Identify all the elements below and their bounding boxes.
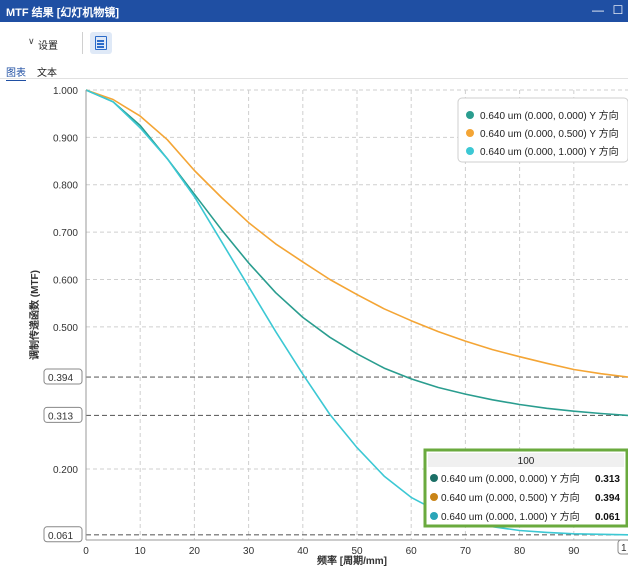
tab-chart[interactable]: 图表 bbox=[6, 64, 26, 81]
cursor-readout-value: 0.061 bbox=[595, 512, 620, 523]
series-line bbox=[85, 89, 628, 536]
legend-swatch bbox=[466, 129, 474, 137]
window-title: MTF 结果 [幻灯机物镜] bbox=[6, 7, 120, 19]
x-tick-label: 20 bbox=[189, 546, 201, 557]
title-bar: MTF 结果 [幻灯机物镜] — ☐ bbox=[0, 0, 628, 22]
minimize-icon[interactable]: — bbox=[592, 3, 604, 17]
toolbar-divider bbox=[82, 32, 83, 54]
x-tick-label: 30 bbox=[243, 546, 255, 557]
mtf-chart[interactable]: 0.394 0.313 0.061 0 10 20 30 40 50 60 70 80 90 1.00… bbox=[0, 80, 628, 577]
x-tick-label: 60 bbox=[406, 546, 418, 557]
cursor-readout-swatch bbox=[430, 474, 438, 482]
x-tick-label: 80 bbox=[514, 546, 526, 557]
y-tick-label: 1.000 bbox=[53, 86, 78, 97]
tab-divider bbox=[0, 78, 628, 79]
cursor-readout: 100 0.640 um (0.000, 0.000) Y 方向 0.313 0… bbox=[423, 448, 628, 528]
cursor-readout-label: 0.640 um (0.000, 1.000) Y 方向 bbox=[441, 510, 580, 523]
x-tick-label: 50 bbox=[351, 546, 363, 557]
chevron-down-icon: ∨ bbox=[28, 36, 35, 46]
x-tick-label: 90 bbox=[568, 546, 580, 557]
y-tick-labels: 1.000 0.900 0.800 0.700 0.600 0.500 0.200 bbox=[53, 86, 78, 476]
y-tick-label: 0.600 bbox=[53, 275, 78, 286]
document-list-icon[interactable] bbox=[90, 32, 112, 54]
legend-swatch bbox=[466, 147, 474, 155]
y-tick-label: 0.200 bbox=[53, 465, 78, 476]
cursor-readout-label: 0.640 um (0.000, 0.000) Y 方向 bbox=[441, 472, 580, 485]
view-tabs: 图表 文本 bbox=[0, 64, 628, 81]
settings-label: 设置 bbox=[38, 41, 58, 52]
series-lines bbox=[85, 89, 628, 536]
settings-button[interactable]: ∨ 设置 bbox=[28, 36, 58, 52]
cursor-readout-swatch bbox=[430, 512, 438, 520]
x-axis-label: 频率 [周期/mm] bbox=[317, 554, 387, 567]
x-cursor-label: 1 bbox=[621, 543, 627, 554]
value-marker-box bbox=[43, 526, 83, 543]
y-tick-label: 0.900 bbox=[53, 133, 78, 144]
cursor-readout-header bbox=[428, 453, 624, 467]
cursor-readout-swatch bbox=[430, 493, 438, 501]
y-tick-label: 0.800 bbox=[53, 181, 78, 192]
legend: 0.640 um (0.000, 0.000) Y 方向 0.640 um (0… bbox=[457, 97, 628, 163]
y-tick-label: 0.700 bbox=[53, 228, 78, 239]
y-axis-label: 调制传递函数 (MTF) bbox=[28, 270, 41, 360]
series-line bbox=[85, 89, 628, 378]
x-cursor-box bbox=[617, 539, 628, 555]
toolbar: ∨ 设置 bbox=[0, 24, 628, 62]
maximize-icon[interactable]: ☐ bbox=[612, 3, 624, 17]
value-marker-label: 0.313 bbox=[48, 411, 73, 422]
cursor-readout-value: 0.313 bbox=[595, 474, 620, 485]
legend-box bbox=[457, 97, 628, 163]
cursor-readout-label: 0.640 um (0.000, 0.500) Y 方向 bbox=[441, 491, 580, 504]
legend-entry: 0.640 um (0.000, 1.000) Y 方向 bbox=[480, 145, 619, 158]
cursor-readout-title: 100 bbox=[518, 456, 535, 467]
value-marker-box bbox=[43, 368, 83, 385]
x-tick-label: 10 bbox=[135, 546, 147, 557]
cursor-readout-value: 0.394 bbox=[595, 493, 620, 504]
x-tick-label: 70 bbox=[460, 546, 472, 557]
legend-swatch bbox=[466, 111, 474, 119]
tab-text[interactable]: 文本 bbox=[37, 68, 57, 79]
value-marker-box bbox=[43, 406, 83, 423]
x-tick-label: 0 bbox=[83, 546, 89, 557]
legend-entry: 0.640 um (0.000, 0.000) Y 方向 bbox=[480, 109, 619, 122]
x-tick-label: 40 bbox=[297, 546, 309, 557]
x-tick-labels: 0 10 20 30 40 50 60 70 80 90 bbox=[83, 546, 580, 557]
value-marker-label: 0.061 bbox=[48, 531, 73, 542]
legend-entry: 0.640 um (0.000, 0.500) Y 方向 bbox=[480, 127, 619, 140]
value-marker-label: 0.394 bbox=[48, 373, 73, 384]
value-marker-lines: 0.394 0.313 0.061 bbox=[43, 368, 628, 543]
y-tick-label: 0.500 bbox=[53, 323, 78, 334]
